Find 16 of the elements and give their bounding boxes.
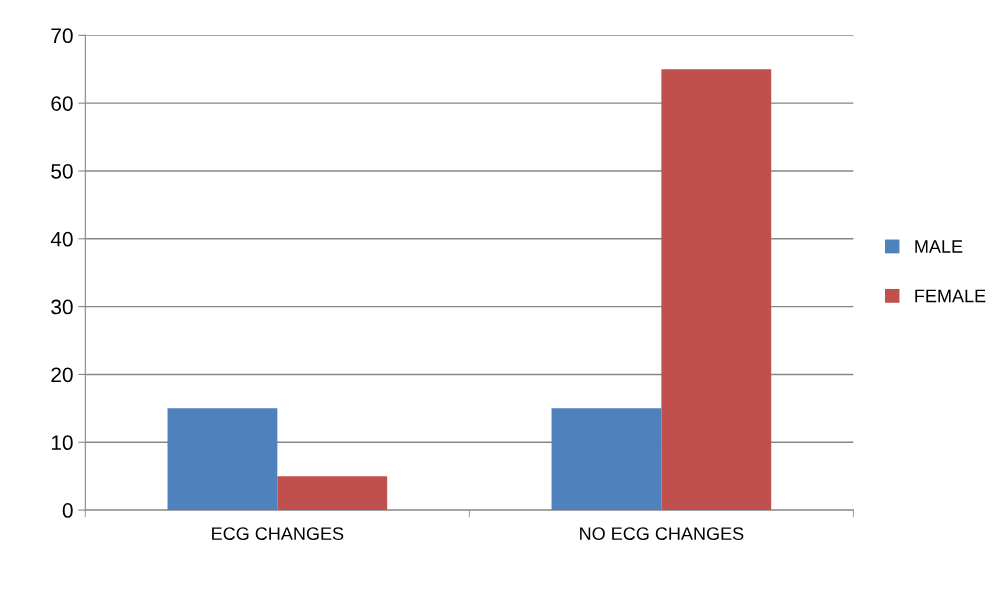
- x-tick-label: NO ECG CHANGES: [580, 527, 744, 540]
- y-tick-label: 0: [62, 503, 73, 518]
- bar: [277, 476, 388, 511]
- bar: [551, 408, 662, 511]
- y-tick-label: 70: [51, 28, 73, 44]
- x-tick-label: ECG CHANGES: [212, 527, 344, 540]
- legend-label: MALE: [915, 240, 963, 253]
- legend-label: FEMALE: [915, 289, 986, 303]
- y-tick-label: 10: [51, 435, 73, 451]
- y-tick-label: 50: [51, 163, 73, 179]
- y-tick-label: 40: [50, 231, 73, 247]
- y-tick-label: 20: [51, 367, 73, 383]
- y-tick-label: 60: [51, 96, 73, 111]
- bar: [661, 69, 772, 511]
- bar: [167, 408, 278, 511]
- y-tick-label: 30: [51, 299, 73, 315]
